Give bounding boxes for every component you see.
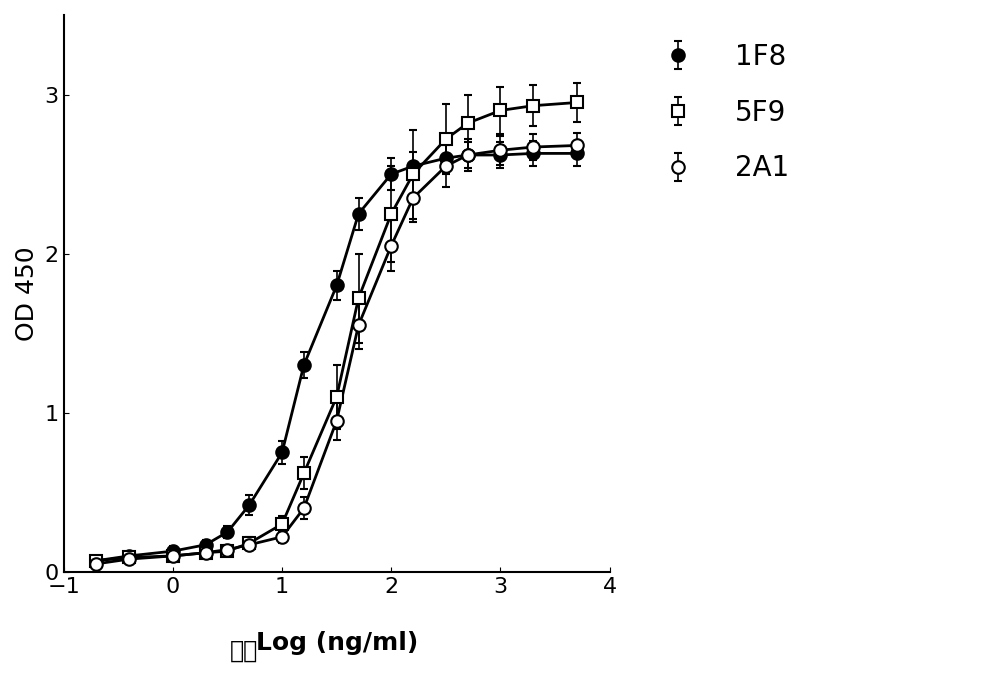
Text: 浓度: 浓度	[230, 639, 258, 663]
X-axis label: Log (ng/ml): Log (ng/ml)	[256, 631, 418, 656]
Legend: 1F8, 5F9, 2A1: 1F8, 5F9, 2A1	[629, 29, 803, 197]
Y-axis label: OD 450: OD 450	[15, 246, 39, 341]
